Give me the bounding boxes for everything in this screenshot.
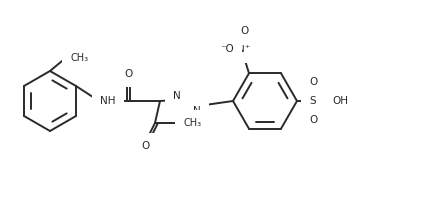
Text: O: O [124, 69, 132, 79]
Text: NH: NH [100, 96, 116, 106]
Text: N: N [193, 106, 201, 116]
Text: N: N [173, 91, 181, 101]
Text: ⁻O: ⁻O [220, 44, 234, 54]
Text: O: O [240, 26, 248, 36]
Text: CH₃: CH₃ [183, 118, 201, 128]
Text: N⁺: N⁺ [237, 44, 251, 54]
Text: OH: OH [332, 96, 348, 106]
Text: S: S [310, 96, 316, 106]
Text: O: O [309, 115, 317, 125]
Text: O: O [309, 77, 317, 87]
Text: O: O [141, 141, 149, 151]
Text: CH₃: CH₃ [70, 53, 88, 63]
